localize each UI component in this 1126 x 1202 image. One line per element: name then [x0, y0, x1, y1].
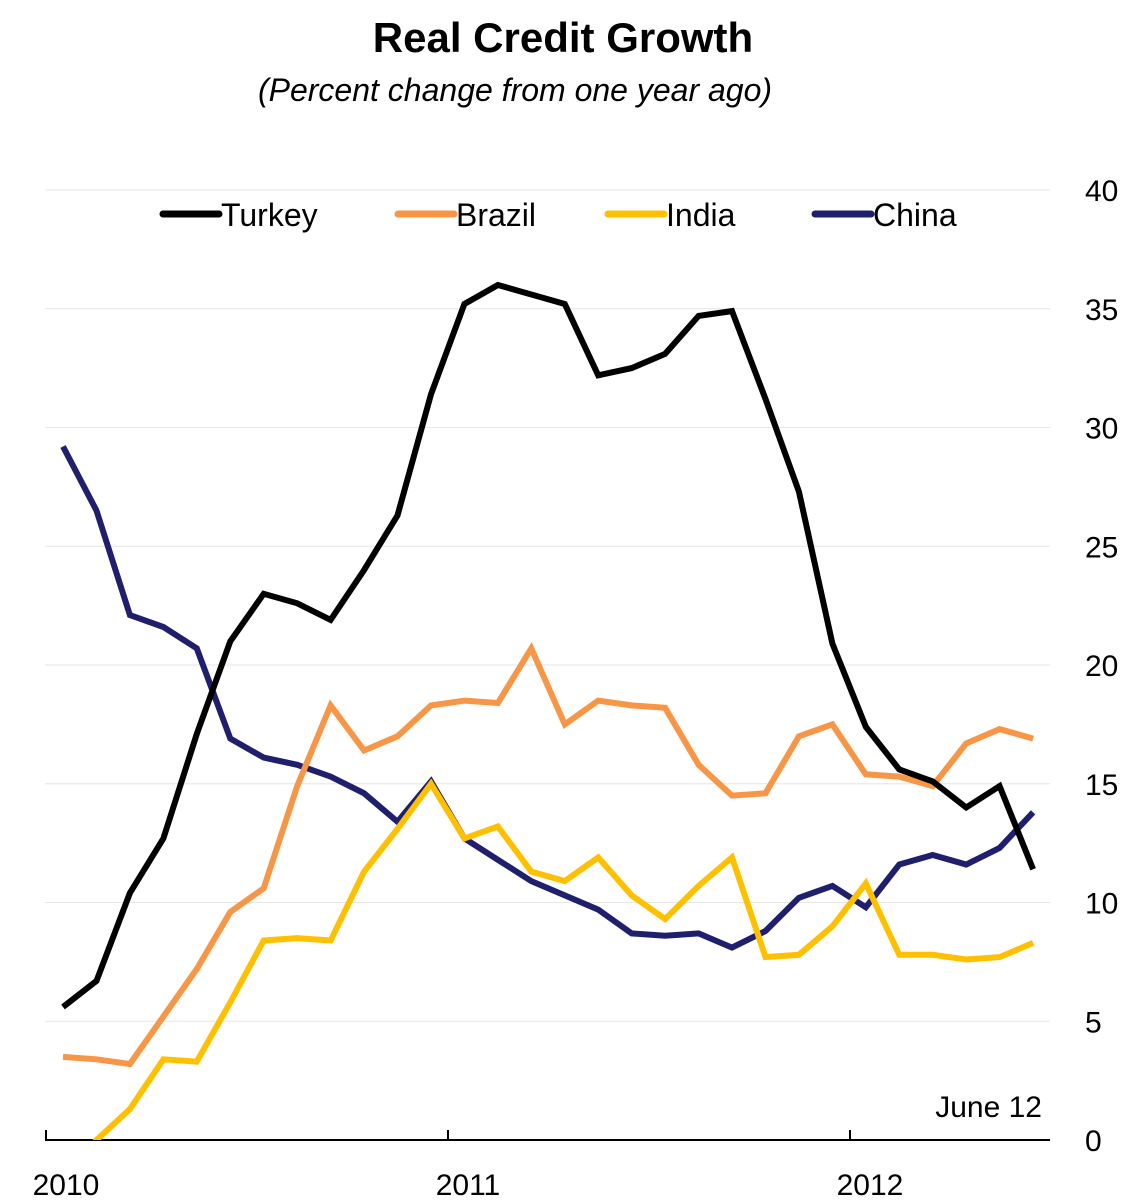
date-annotation: June 12 — [935, 1091, 1042, 1124]
y-axis-labels: 0 5 10 15 20 25 30 35 40 — [1085, 175, 1118, 1158]
y-tick-label: 5 — [1085, 1006, 1102, 1039]
y-tick-label: 10 — [1085, 888, 1118, 921]
x-axis-labels: 2010 2011 2012 — [33, 1169, 904, 1202]
y-tick-label: 30 — [1085, 413, 1118, 446]
y-tick-label: 20 — [1085, 650, 1118, 683]
chart-subtitle: (Percent change from one year ago) — [257, 72, 773, 108]
y-tick-label: 35 — [1085, 294, 1118, 327]
y-tick-label: 15 — [1085, 769, 1118, 802]
y-tick-label: 25 — [1085, 531, 1118, 564]
series-lines — [60, 281, 1036, 1140]
series-line-turkey — [61, 281, 1036, 1010]
y-tick-label: 40 — [1085, 175, 1118, 208]
legend-label-india: India — [666, 197, 736, 233]
chart-title: Real Credit Growth — [372, 14, 754, 61]
series-line-india — [92, 778, 1035, 1140]
series-line-brazil — [62, 641, 1034, 1068]
x-tick-label: 2010 — [33, 1169, 100, 1202]
x-tick-label: 2011 — [436, 1169, 501, 1202]
x-axis — [45, 1130, 1050, 1141]
legend-label-china: China — [873, 197, 957, 233]
legend: Turkey Brazil India China — [159, 197, 957, 233]
legend-label-turkey: Turkey — [221, 197, 318, 233]
y-tick-label: 0 — [1085, 1125, 1102, 1158]
gridlines — [45, 189, 1050, 1022]
x-tick-label: 2012 — [837, 1169, 904, 1202]
legend-label-brazil: Brazil — [456, 197, 536, 233]
